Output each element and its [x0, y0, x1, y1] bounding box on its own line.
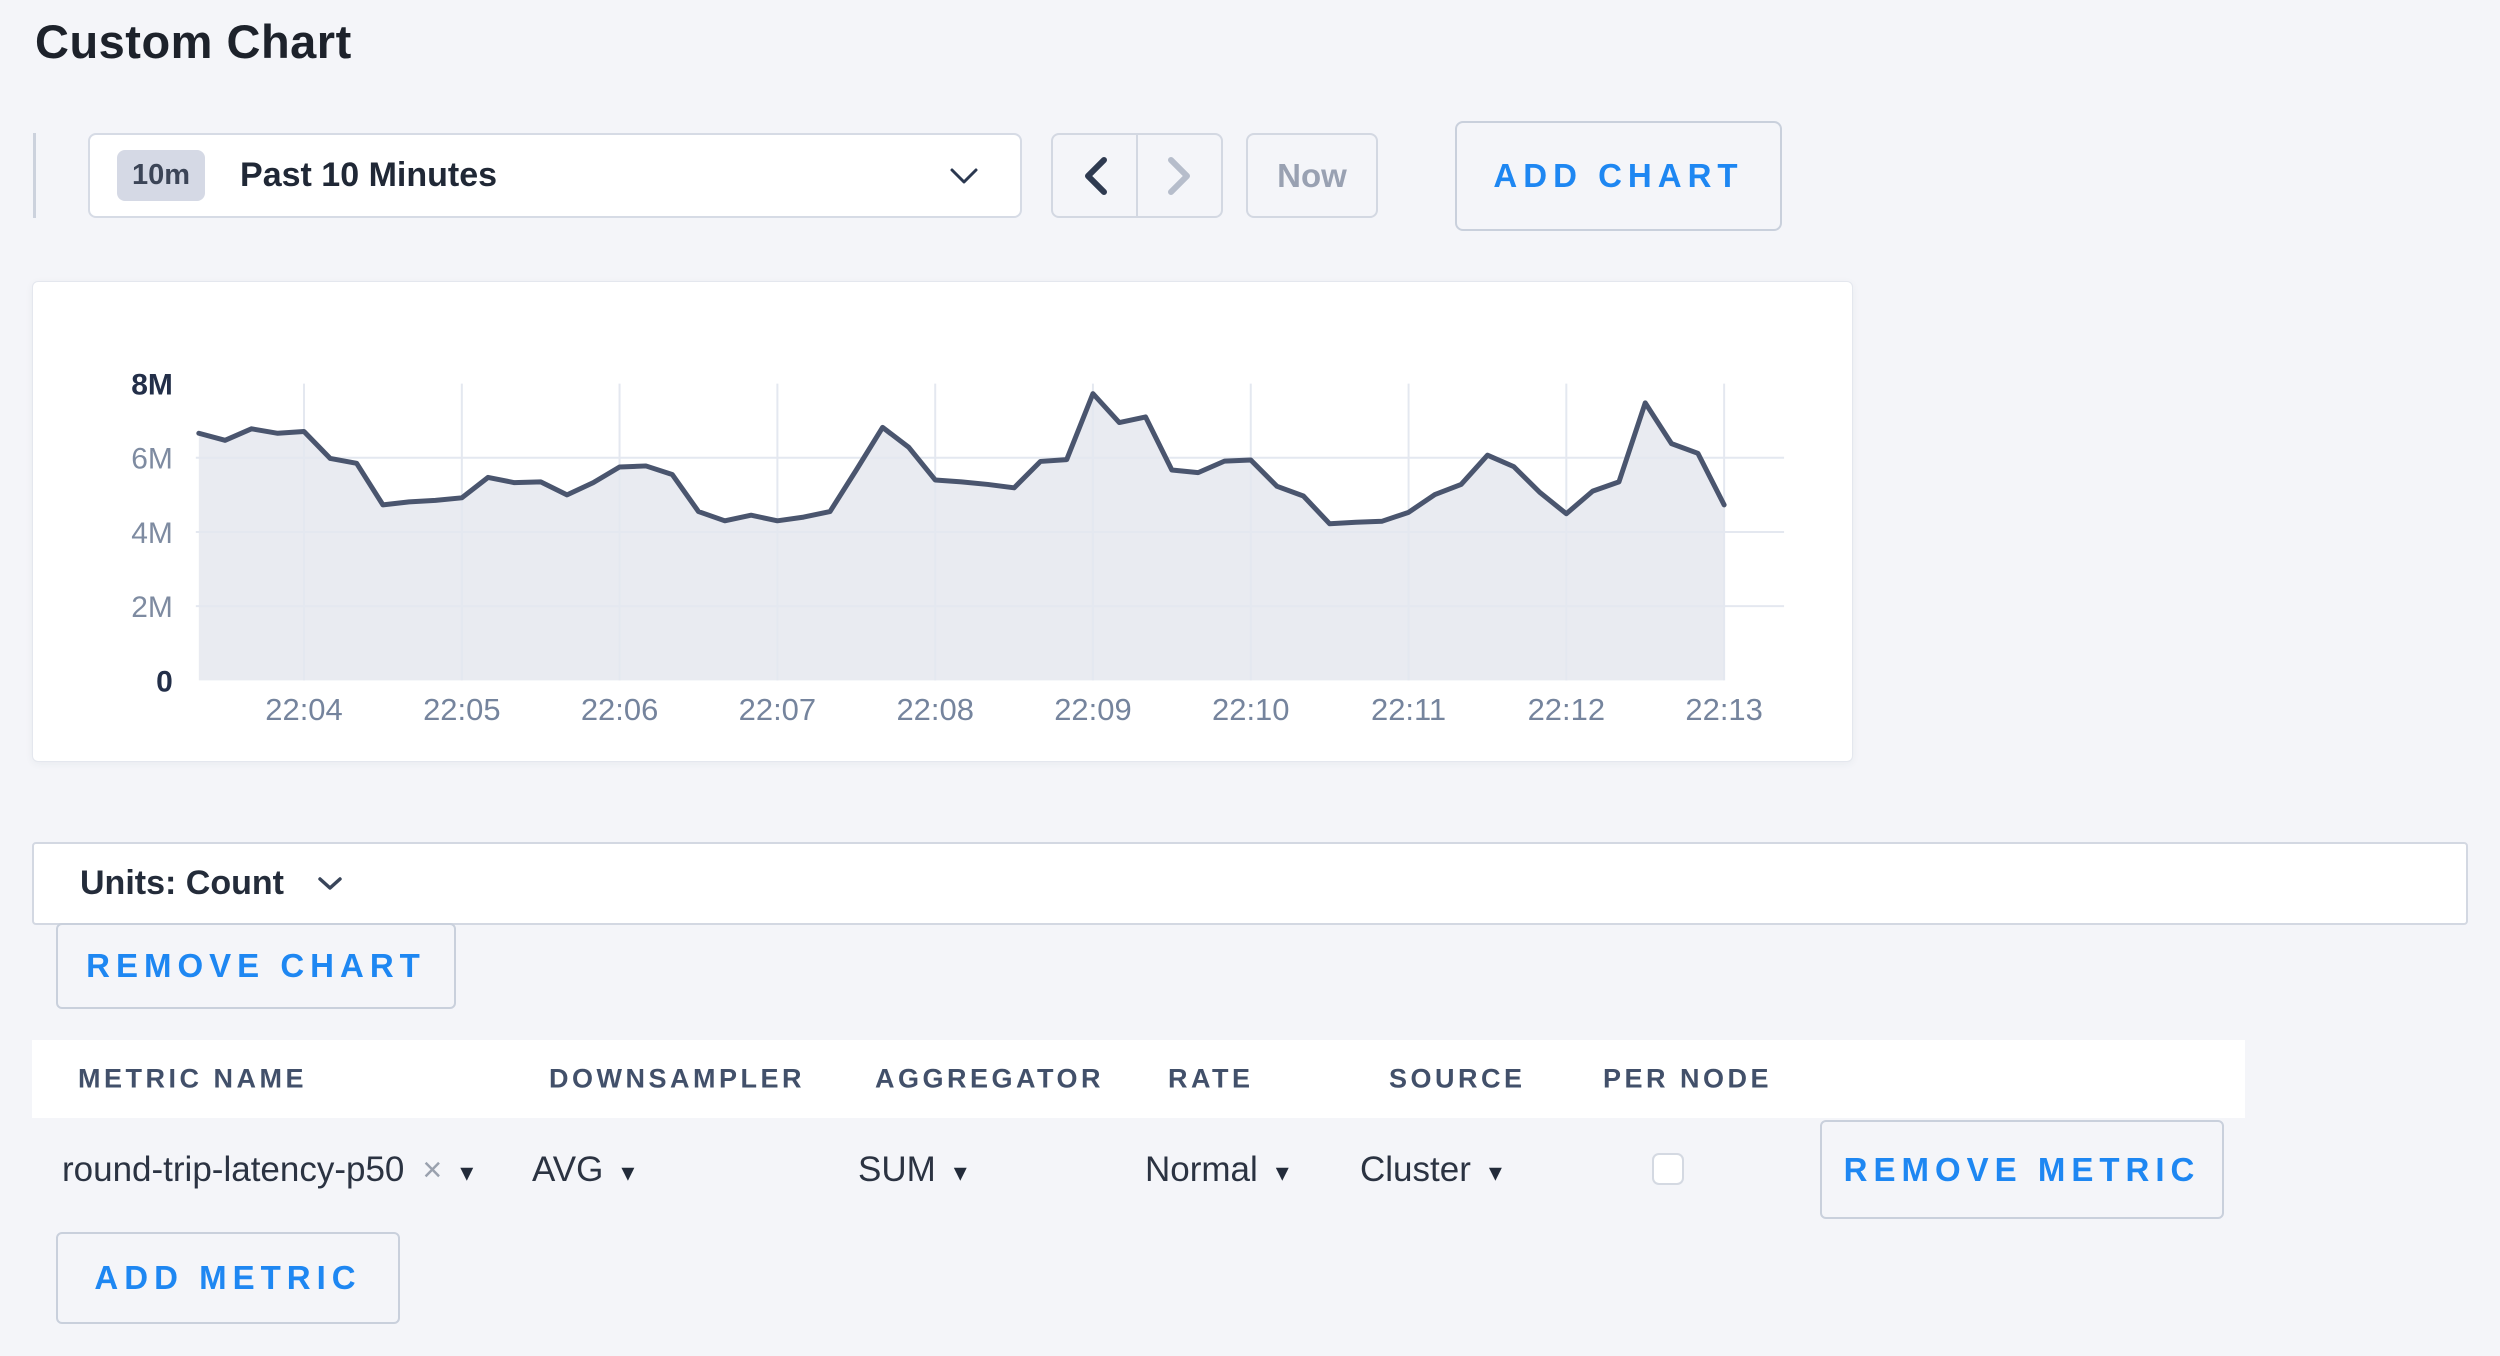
- rate-value: Normal: [1145, 1150, 1258, 1189]
- caret-down-icon: ▾: [460, 1156, 474, 1187]
- time-range-badge: 10m: [117, 150, 206, 201]
- column-header-aggregator: AGGREGATOR: [875, 1063, 1105, 1094]
- caret-down-icon: ▾: [621, 1156, 635, 1187]
- caret-down-icon: ▾: [953, 1156, 967, 1187]
- svg-text:22:09: 22:09: [1054, 692, 1131, 727]
- add-metric-button[interactable]: ADD METRIC: [56, 1232, 400, 1324]
- downsampler-value: AVG: [532, 1150, 604, 1189]
- column-header-per-node: PER NODE: [1603, 1063, 1773, 1094]
- now-button[interactable]: Now: [1246, 133, 1378, 218]
- column-header-source: SOURCE: [1389, 1063, 1526, 1094]
- svg-text:22:12: 22:12: [1528, 692, 1605, 727]
- svg-text:6M: 6M: [131, 443, 173, 476]
- svg-text:22:07: 22:07: [739, 692, 816, 727]
- column-header-rate: RATE: [1168, 1063, 1254, 1094]
- svg-text:8M: 8M: [131, 369, 173, 402]
- rate-dropdown[interactable]: Normal ▾: [1145, 1118, 1289, 1222]
- metrics-table-header: METRIC NAME DOWNSAMPLER AGGREGATOR RATE …: [32, 1040, 2245, 1118]
- svg-text:22:13: 22:13: [1685, 692, 1762, 727]
- svg-text:22:11: 22:11: [1371, 692, 1446, 727]
- time-range-label: Past 10 Minutes: [240, 156, 498, 194]
- svg-text:22:10: 22:10: [1212, 692, 1289, 727]
- svg-text:22:05: 22:05: [423, 692, 500, 727]
- source-value: Cluster: [1360, 1150, 1471, 1189]
- svg-text:22:08: 22:08: [896, 692, 973, 727]
- prev-range-button[interactable]: [1053, 135, 1136, 216]
- remove-chart-button[interactable]: REMOVE CHART: [56, 923, 456, 1009]
- svg-text:4M: 4M: [131, 517, 173, 550]
- clear-metric-icon[interactable]: ×: [422, 1150, 443, 1189]
- next-range-button[interactable]: [1136, 135, 1221, 216]
- toolbar-divider: [33, 133, 36, 218]
- svg-text:22:04: 22:04: [265, 692, 342, 727]
- chevron-right-icon: [1167, 156, 1193, 196]
- page-title: Custom Chart: [35, 15, 352, 68]
- chart-card: 22:04 22:05 22:06 22:07 22:08 22:09 22:10 22:11…: [32, 281, 1853, 762]
- caret-down-icon: ▾: [1275, 1156, 1289, 1187]
- svg-text:22:06: 22:06: [581, 692, 658, 727]
- metric-name-value: round-trip-latency-p50: [62, 1150, 405, 1189]
- metric-name-dropdown[interactable]: round-trip-latency-p50 × ▾: [62, 1118, 473, 1222]
- svg-text:0: 0: [156, 665, 173, 698]
- svg-text:2M: 2M: [131, 591, 173, 624]
- aggregator-dropdown[interactable]: SUM ▾: [858, 1118, 967, 1222]
- aggregator-value: SUM: [858, 1150, 936, 1189]
- column-header-downsampler: DOWNSAMPLER: [549, 1063, 805, 1094]
- time-range-dropdown[interactable]: 10m Past 10 Minutes: [88, 133, 1022, 218]
- per-node-checkbox[interactable]: [1652, 1153, 1684, 1185]
- downsampler-dropdown[interactable]: AVG ▾: [532, 1118, 634, 1222]
- caret-down-icon: ▾: [1488, 1156, 1502, 1187]
- chevron-down-icon: [948, 166, 980, 186]
- source-dropdown[interactable]: Cluster ▾: [1360, 1118, 1502, 1222]
- remove-metric-button[interactable]: REMOVE METRIC: [1820, 1120, 2224, 1219]
- chevron-down-icon: [316, 875, 344, 892]
- chevron-left-icon: [1082, 156, 1108, 196]
- column-header-metric-name: METRIC NAME: [78, 1063, 307, 1094]
- time-pager: [1051, 133, 1223, 218]
- units-dropdown[interactable]: Units: Count: [32, 842, 2468, 925]
- timeseries-chart: 22:04 22:05 22:06 22:07 22:08 22:09 22:10 22:11…: [131, 369, 1785, 727]
- units-label: Units: Count: [80, 864, 284, 902]
- add-chart-button[interactable]: ADD CHART: [1455, 121, 1782, 231]
